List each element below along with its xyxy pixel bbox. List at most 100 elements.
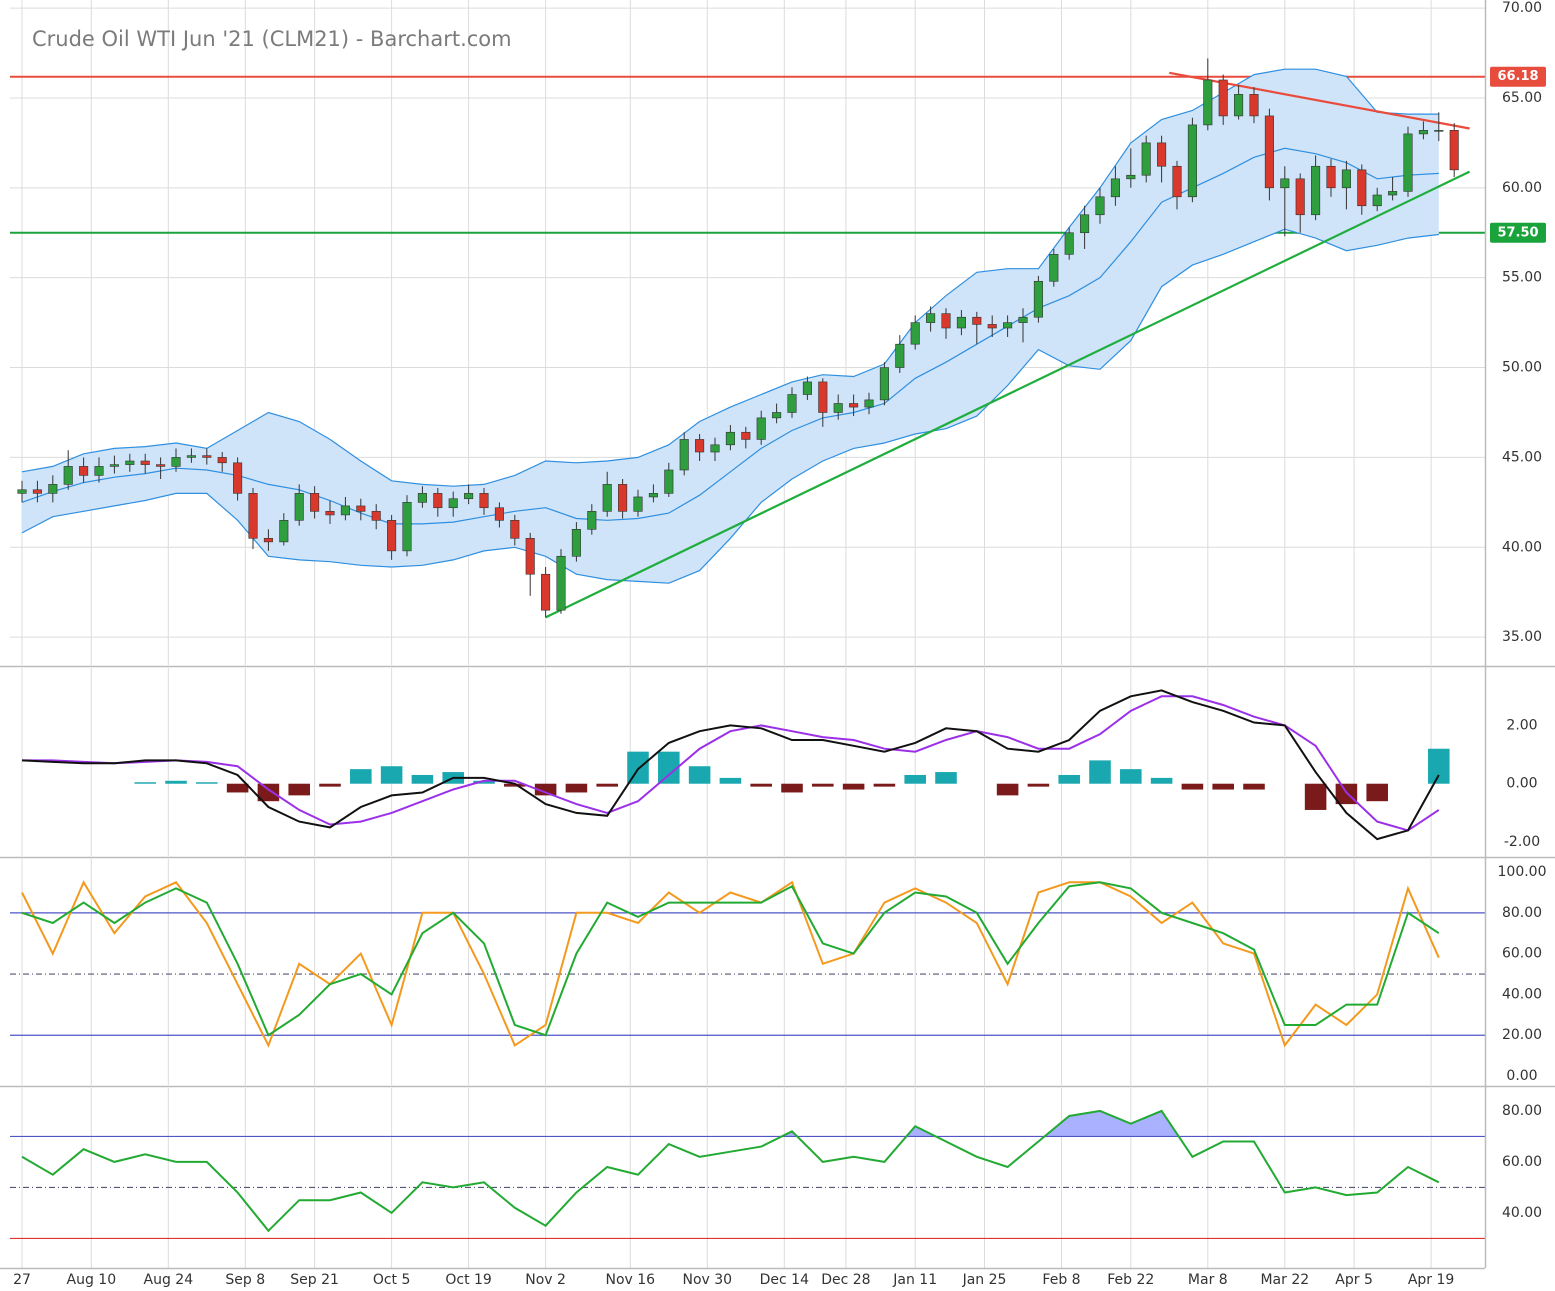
candle-body xyxy=(1172,165,1182,198)
y-tick-label: 65.00 xyxy=(1502,90,1542,106)
candle-body xyxy=(956,316,966,329)
y-tick-label: 50.00 xyxy=(1502,360,1542,376)
candle-body xyxy=(356,505,366,512)
candle-body xyxy=(202,455,212,458)
candle-body xyxy=(1157,142,1167,167)
candle-body xyxy=(541,573,551,611)
x-tick-label: Nov 2 xyxy=(525,1272,566,1288)
candle-body xyxy=(1064,232,1074,255)
level-label: 57.50 xyxy=(1497,225,1538,240)
candle-body xyxy=(48,484,58,494)
candle-body xyxy=(1187,124,1197,198)
y-tick-label: 55.00 xyxy=(1502,270,1542,286)
histogram-bar xyxy=(134,782,156,784)
histogram-bar xyxy=(996,783,1019,796)
candle-body xyxy=(402,502,412,552)
candle-body xyxy=(1080,214,1090,234)
histogram-bar xyxy=(873,783,896,787)
x-tick-label: Nov 16 xyxy=(606,1272,656,1288)
histogram-bar xyxy=(257,783,280,802)
candle-body xyxy=(972,316,982,325)
candle-body xyxy=(1110,178,1120,198)
histogram-bar xyxy=(350,769,372,784)
histogram-bar xyxy=(319,783,341,787)
histogram-bar xyxy=(1120,769,1142,784)
band-lower xyxy=(21,228,1439,584)
candle-body xyxy=(741,431,751,440)
candle-body xyxy=(310,493,320,512)
candle-body xyxy=(1249,94,1259,117)
candle-body xyxy=(1203,79,1213,126)
overbought-area xyxy=(22,1110,1439,1137)
candle-body xyxy=(1357,169,1367,207)
signal-line xyxy=(22,695,1440,832)
x-tick-label: Sep 21 xyxy=(290,1272,339,1288)
histogram-bar xyxy=(812,783,834,787)
candle-body xyxy=(602,484,612,512)
histogram-bar xyxy=(473,780,495,784)
level-label-box xyxy=(1490,66,1546,87)
histogram-bar xyxy=(658,751,680,784)
candle-body xyxy=(833,403,843,413)
candle-body xyxy=(895,343,905,368)
candle-body xyxy=(648,493,658,498)
histogram-bar xyxy=(411,774,434,784)
candle-body xyxy=(1372,194,1382,207)
histogram-bar xyxy=(719,777,742,784)
histogram-bar xyxy=(750,783,772,787)
candle-body xyxy=(633,496,643,512)
y-tick-label: 20.00 xyxy=(1502,1027,1542,1043)
candle-body xyxy=(1403,133,1413,192)
candle-body xyxy=(1341,169,1351,189)
x-tick-label: 27 xyxy=(13,1272,31,1288)
candle-body xyxy=(32,489,42,494)
y-tick-label: 35.00 xyxy=(1502,629,1542,645)
x-tick-label: Feb 8 xyxy=(1042,1272,1080,1288)
candle-body xyxy=(1264,115,1274,189)
candle-body xyxy=(664,469,674,494)
x-tick-label: Mar 8 xyxy=(1188,1272,1228,1288)
candle-body xyxy=(1388,191,1398,196)
candle-body xyxy=(849,403,859,408)
candle-body xyxy=(417,493,427,503)
candle-body xyxy=(941,313,951,329)
y-tick-label: 0.00 xyxy=(1506,776,1537,792)
candle-body xyxy=(1434,130,1444,132)
x-tick-label: Dec 14 xyxy=(760,1272,809,1288)
candle-body xyxy=(248,493,258,539)
candle-body xyxy=(371,511,381,521)
candle-body xyxy=(1326,165,1336,189)
candle-body xyxy=(695,439,705,453)
y-tick-label: 60.00 xyxy=(1502,946,1542,962)
y-tick-label: 0.00 xyxy=(1506,1068,1537,1084)
histogram-bar xyxy=(688,766,711,784)
candle-body xyxy=(756,417,766,440)
y-tick-label: 80.00 xyxy=(1502,1103,1542,1119)
candle-body xyxy=(1018,316,1028,323)
candle-body xyxy=(79,466,89,476)
candle-body xyxy=(186,455,196,458)
chart-title: Crude Oil WTI Jun '21 (CLM21) - Barchart… xyxy=(32,27,512,51)
histogram-bar xyxy=(1366,783,1388,802)
histogram-bar xyxy=(1089,760,1111,784)
rsi-line xyxy=(21,1109,1440,1233)
candle-body xyxy=(1126,174,1136,180)
candle-body xyxy=(1311,165,1321,216)
candle-body xyxy=(448,498,458,509)
histogram-bar xyxy=(596,783,618,787)
macd-line xyxy=(21,689,1440,841)
histogram-bar xyxy=(196,782,218,784)
candle-body xyxy=(864,399,874,408)
x-tick-label: Jan 11 xyxy=(892,1272,937,1288)
candle-body xyxy=(679,439,689,471)
candle-body xyxy=(772,412,782,419)
candle-body xyxy=(587,511,597,530)
y-tick-label: 60.00 xyxy=(1502,1154,1542,1170)
candle-body xyxy=(1049,254,1059,282)
marks xyxy=(10,58,1546,1240)
candle-body xyxy=(710,444,720,453)
histogram-bar xyxy=(1181,783,1204,790)
x-tick-label: Aug 10 xyxy=(67,1272,117,1288)
candle-body xyxy=(725,431,735,446)
